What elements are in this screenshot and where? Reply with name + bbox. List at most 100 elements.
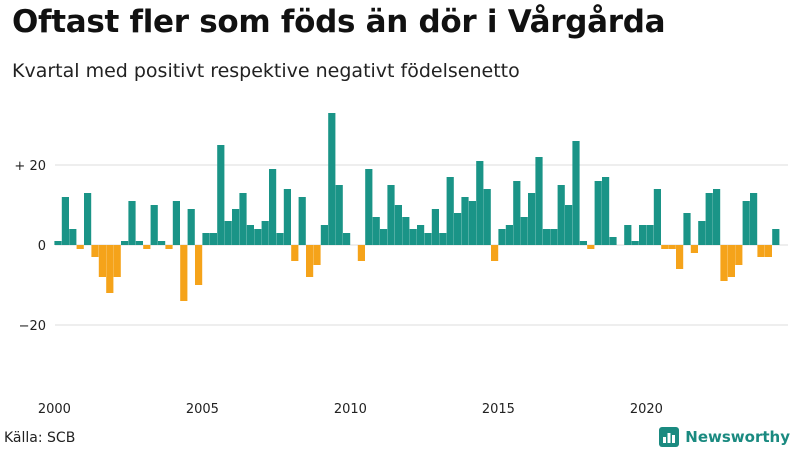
bar (698, 221, 706, 245)
x-tick-label: 2015 (482, 402, 515, 417)
bar (491, 245, 499, 261)
bar (298, 197, 306, 245)
bar (187, 209, 195, 245)
bar (727, 245, 735, 277)
bar (631, 241, 639, 245)
bar (720, 245, 728, 281)
bar (54, 241, 62, 245)
bar (180, 245, 188, 301)
bar (158, 241, 166, 245)
bar (594, 181, 602, 245)
bar (498, 229, 506, 245)
bar (150, 205, 158, 245)
bar (750, 193, 758, 245)
bar (587, 245, 595, 249)
bar (402, 217, 410, 245)
newsworthy-logo-icon (659, 427, 680, 447)
bar (520, 217, 528, 245)
bar (639, 225, 647, 245)
bars (54, 113, 780, 301)
bar (283, 189, 291, 245)
bar (106, 245, 114, 293)
bar (764, 245, 772, 257)
bar (557, 185, 565, 245)
bar (76, 245, 84, 249)
bar (202, 233, 210, 245)
y-tick-label: + 20 (14, 159, 46, 174)
bar (624, 225, 632, 245)
bar (468, 201, 476, 245)
bar (84, 193, 92, 245)
bar (713, 189, 721, 245)
bar (661, 245, 669, 249)
bar (172, 201, 180, 245)
bar (232, 209, 240, 245)
bar (380, 229, 388, 245)
bar (320, 225, 328, 245)
bar (209, 233, 217, 245)
bar (195, 245, 203, 285)
bar (387, 185, 395, 245)
bar (646, 225, 654, 245)
x-tick-label: 2020 (630, 402, 663, 417)
brand-logo[interactable]: Newsworthy (659, 427, 790, 447)
bar (683, 213, 691, 245)
brand-name: Newsworthy (685, 428, 790, 446)
bar (579, 241, 587, 245)
bar (483, 189, 491, 245)
bar (542, 229, 550, 245)
bar (424, 233, 432, 245)
bar (291, 245, 299, 261)
bar (261, 221, 269, 245)
bar (98, 245, 106, 277)
bar (306, 245, 314, 277)
bar (343, 233, 351, 245)
bar (742, 201, 750, 245)
bar (254, 229, 262, 245)
bar (476, 161, 484, 245)
bar (246, 225, 254, 245)
bar (409, 229, 417, 245)
bar (505, 225, 513, 245)
bar (690, 245, 698, 253)
bar (609, 237, 617, 245)
x-axis-labels: 2000 2005 2010 2015 2020 (38, 402, 663, 417)
bar (91, 245, 99, 257)
bar (224, 221, 232, 245)
bar (550, 229, 558, 245)
source-note: Källa: SCB (4, 430, 76, 446)
bar (394, 205, 402, 245)
bar (454, 213, 462, 245)
chart-subtitle: Kvartal med positivt respektive negativt… (12, 60, 520, 82)
bar (365, 169, 373, 245)
bar (705, 193, 713, 245)
bar (121, 241, 129, 245)
x-tick-label: 2010 (334, 402, 367, 417)
x-tick-label: 2005 (186, 402, 219, 417)
x-tick-label: 2000 (38, 402, 71, 417)
bar (276, 233, 284, 245)
bar (565, 205, 573, 245)
bar (602, 177, 610, 245)
bar (676, 245, 684, 269)
bar (461, 197, 469, 245)
bar (431, 209, 439, 245)
bar (357, 245, 365, 261)
bar (446, 177, 454, 245)
bar (772, 229, 780, 245)
bar (61, 197, 69, 245)
y-tick-label: 0 (38, 239, 46, 254)
bar (69, 229, 77, 245)
bar (535, 157, 543, 245)
bar (328, 113, 336, 245)
bar (757, 245, 765, 257)
bar (735, 245, 743, 265)
bar (217, 145, 225, 245)
bar (135, 241, 143, 245)
bar (128, 201, 136, 245)
bar (439, 233, 447, 245)
bar (335, 185, 343, 245)
bar (165, 245, 173, 249)
y-tick-label: −20 (19, 319, 46, 334)
